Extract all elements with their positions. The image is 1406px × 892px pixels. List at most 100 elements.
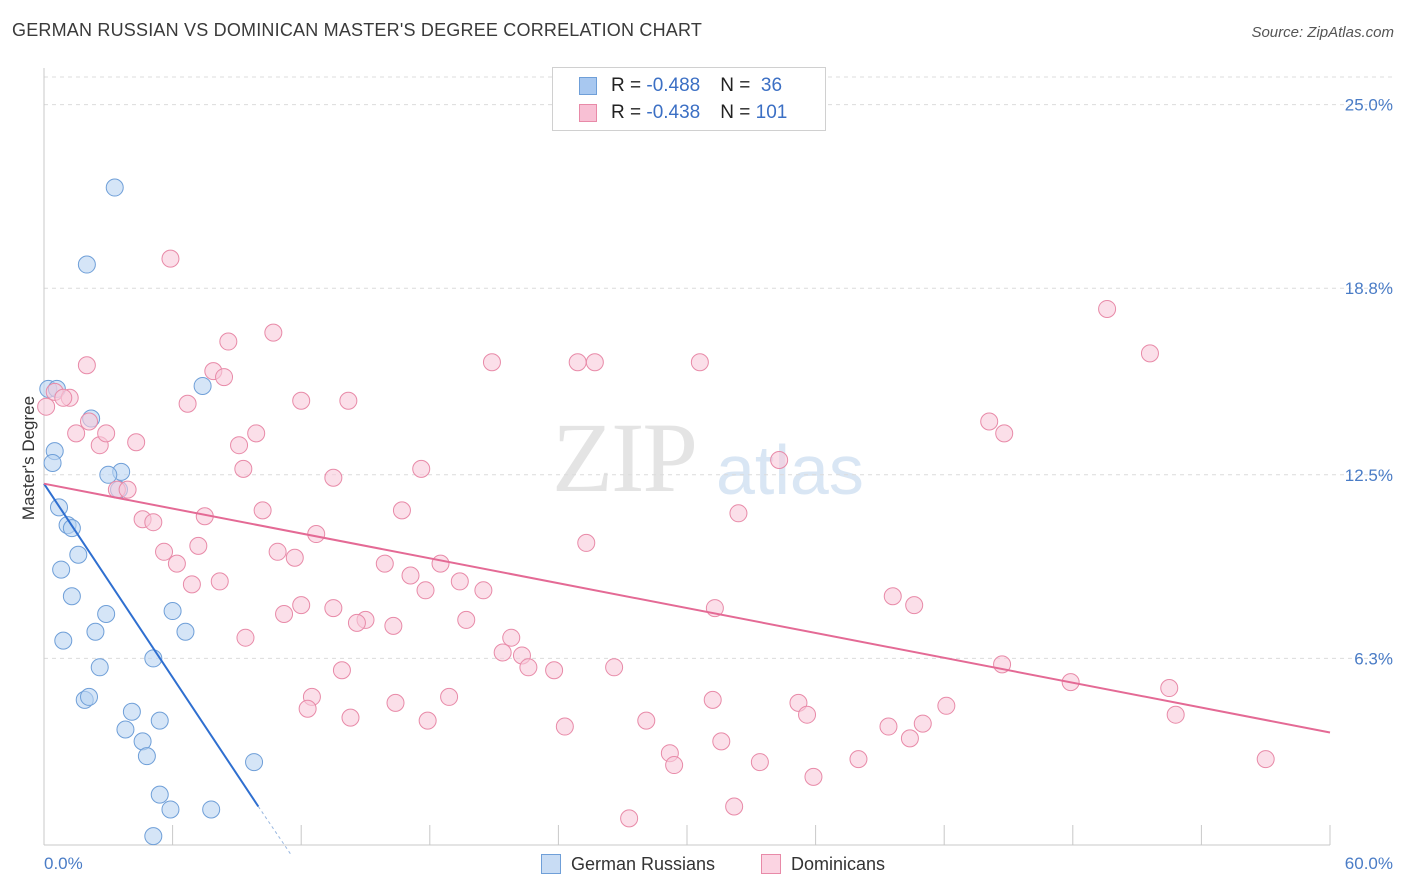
point-dominicans	[545, 661, 564, 680]
point-german-russians	[202, 800, 221, 819]
point-dominicans	[189, 536, 208, 555]
point-dominicans	[577, 533, 596, 552]
y-tick-label: 18.8%	[1345, 279, 1393, 298]
bottom-legend-dominicans: Dominicans	[761, 851, 885, 877]
point-dominicans	[431, 554, 450, 573]
point-dominicans	[712, 732, 731, 751]
point-german-russians	[54, 631, 73, 650]
legend-n-label: N =	[720, 75, 756, 96]
point-dominicans	[418, 711, 437, 730]
point-german-russians	[163, 602, 182, 621]
point-german-russians	[52, 560, 71, 579]
point-dominicans	[392, 501, 411, 520]
point-dominicans	[1160, 679, 1179, 698]
point-dominicans	[980, 412, 999, 431]
legend-n-value: 36	[755, 75, 783, 96]
point-german-russians	[105, 178, 124, 197]
point-dominicans	[268, 542, 287, 561]
correlation-legend: R = -0.488 N = 36 R = -0.438 N = 101	[552, 67, 826, 131]
point-dominicans	[298, 699, 317, 718]
point-dominicans	[729, 504, 748, 523]
point-german-russians	[245, 753, 264, 772]
point-dominicans	[883, 587, 902, 606]
point-dominicans	[620, 809, 639, 828]
point-dominicans	[450, 572, 469, 591]
point-german-russians	[150, 785, 169, 804]
point-dominicans	[665, 756, 684, 775]
y-tick-label: 12.5%	[1345, 466, 1393, 485]
point-german-russians	[99, 465, 118, 484]
legend-n-label: N =	[720, 102, 756, 123]
y-tick-label: 25.0%	[1345, 96, 1393, 115]
point-dominicans	[127, 433, 146, 452]
point-german-russians	[122, 702, 141, 721]
point-german-russians	[193, 376, 212, 395]
point-dominicans	[386, 693, 405, 712]
point-dominicans	[215, 368, 234, 387]
watermark-atlas: atlas	[716, 431, 864, 509]
legend-row-dominicans: R = -0.438 N = 101	[611, 100, 787, 126]
bottom-legend-german-russians: German Russians	[541, 851, 715, 877]
point-dominicans	[155, 542, 174, 561]
point-dominicans	[412, 459, 431, 478]
point-dominicans	[97, 424, 116, 443]
point-dominicans	[482, 353, 501, 372]
point-dominicans	[182, 575, 201, 594]
trendline-dominicans	[43, 482, 1331, 734]
point-german-russians	[176, 622, 195, 641]
legend-r-value: -0.488	[646, 75, 701, 96]
point-dominicans	[555, 717, 574, 736]
point-german-russians	[97, 605, 116, 623]
point-dominicans	[234, 459, 253, 478]
bottom-legend-label: German Russians	[571, 853, 716, 874]
point-dominicans	[178, 394, 197, 413]
point-dominicans	[161, 249, 180, 268]
point-german-russians	[144, 827, 163, 846]
point-dominicans	[519, 658, 538, 677]
point-dominicans	[401, 566, 420, 585]
point-dominicans	[37, 397, 56, 416]
point-dominicans	[750, 753, 769, 772]
x-tick-label: 0.0%	[44, 854, 83, 873]
point-dominicans	[1098, 299, 1117, 318]
point-dominicans	[384, 616, 403, 635]
point-dominicans	[725, 797, 744, 816]
watermark-zip: ZIP	[552, 402, 698, 513]
point-dominicans	[54, 388, 73, 407]
point-dominicans	[253, 501, 272, 520]
legend-r-label: R =	[611, 75, 647, 96]
point-dominicans	[247, 424, 266, 443]
point-dominicans	[937, 696, 956, 715]
point-dominicans	[264, 323, 283, 342]
point-dominicans	[292, 596, 311, 615]
point-dominicans	[80, 412, 99, 431]
y-tick-label: 6.3%	[1354, 649, 1393, 668]
bottom-legend-label: Dominicans	[791, 853, 886, 874]
point-german-russians	[77, 255, 96, 274]
point-dominicans	[416, 581, 435, 600]
point-dominicans	[900, 729, 919, 748]
point-dominicans	[585, 353, 604, 372]
point-dominicans	[77, 356, 96, 375]
point-dominicans	[275, 605, 294, 623]
point-dominicans	[375, 554, 394, 573]
point-dominicans	[605, 658, 624, 677]
point-dominicans	[339, 391, 358, 410]
point-dominicans	[770, 451, 789, 469]
legend-r-value: -0.438	[646, 102, 701, 123]
bottom-legend-swatch-dominicans	[761, 854, 781, 874]
point-dominicans	[1140, 344, 1159, 363]
point-german-russians	[86, 622, 105, 641]
point-dominicans	[67, 424, 86, 443]
point-dominicans	[324, 468, 343, 487]
point-dominicans	[324, 599, 343, 618]
point-dominicans	[292, 391, 311, 410]
point-german-russians	[69, 545, 88, 564]
legend-r-label: R =	[611, 102, 647, 123]
point-dominicans	[905, 596, 924, 615]
point-dominicans	[457, 610, 476, 629]
point-german-russians	[43, 453, 62, 472]
point-dominicans	[493, 643, 512, 662]
legend-swatch-german-russians	[579, 77, 597, 95]
